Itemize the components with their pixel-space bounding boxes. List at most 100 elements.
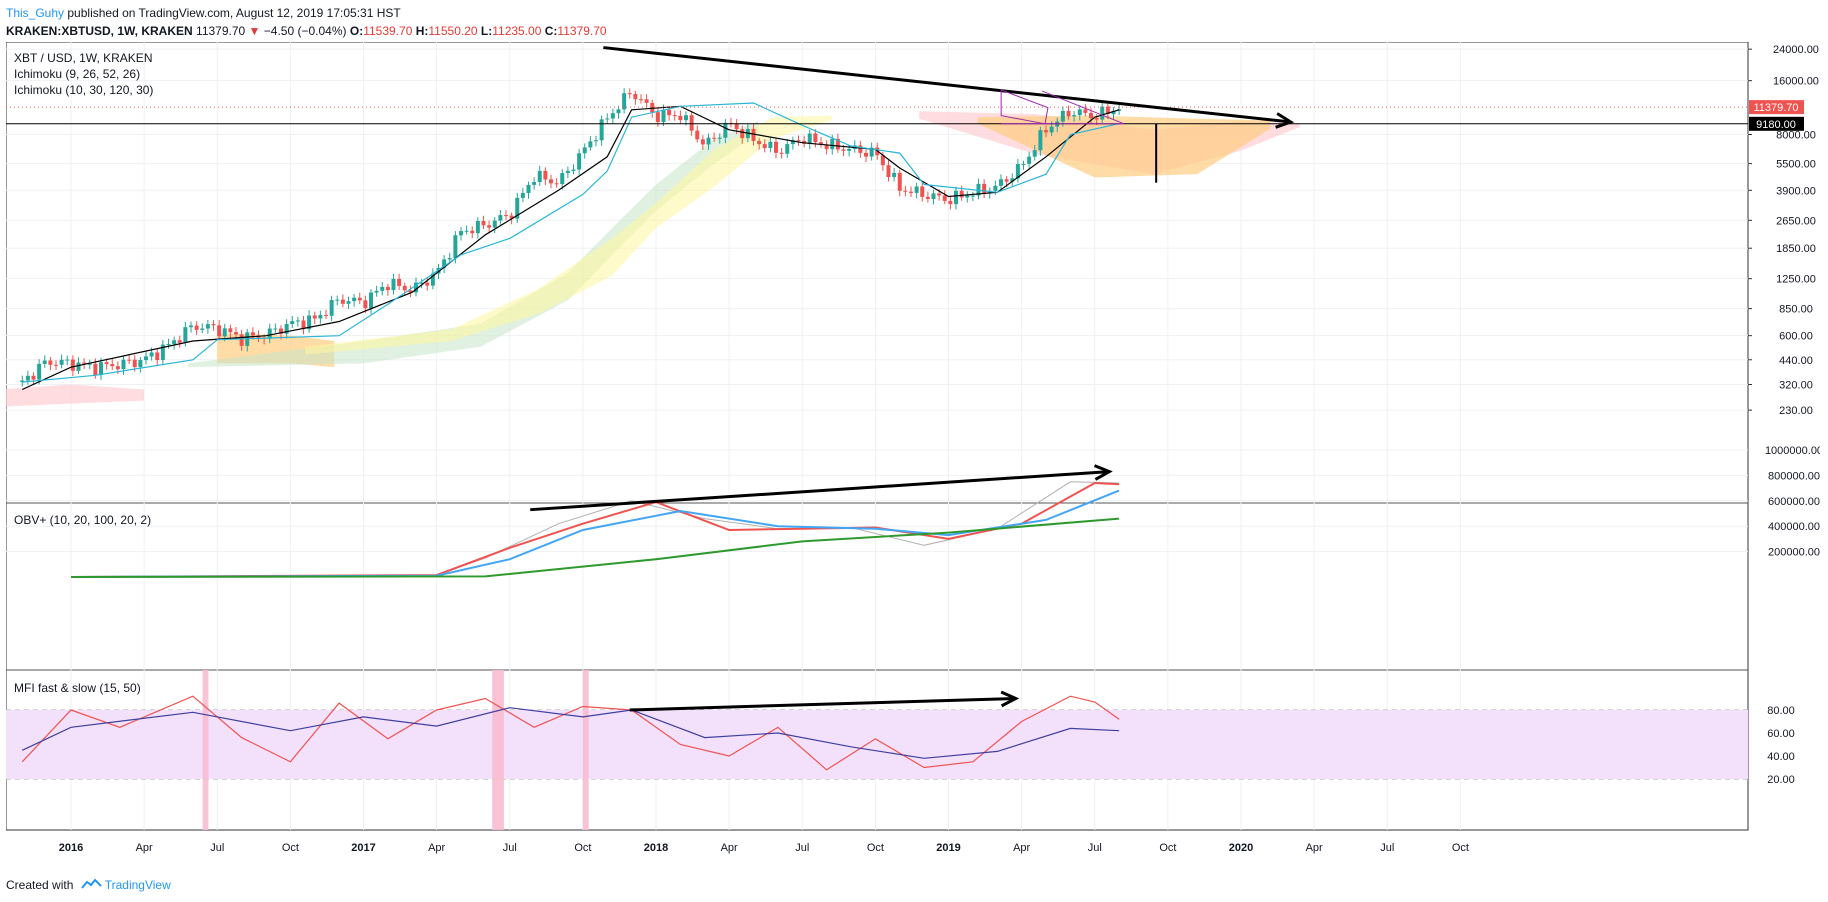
y-tick-label: 850.00 [1779, 304, 1813, 316]
chart-area[interactable]: 11379.70 9180.00 2016 Apr Jul Oct 2017 Apr Jul O… [0, 41, 1823, 877]
publish-info: published on TradingView.com, August 12,… [67, 6, 401, 20]
candle-body [582, 147, 587, 154]
candle-body [132, 359, 137, 368]
candle-body [560, 173, 565, 185]
candle-body [104, 362, 109, 365]
candle-body [25, 375, 30, 381]
candle-body [127, 359, 132, 361]
candle-body [695, 130, 700, 140]
candle-body [982, 183, 987, 194]
candle-body [970, 195, 975, 197]
candle-body [594, 140, 598, 142]
candle-body [357, 297, 362, 301]
candle-body [498, 215, 503, 221]
x-tick-label: Oct [1159, 842, 1176, 854]
x-tick-label: Apr [136, 842, 153, 854]
candle-body [59, 359, 64, 365]
tradingview-logo-icon [80, 878, 102, 889]
candle-body [442, 259, 447, 268]
candle-body [954, 190, 958, 205]
candle-body [414, 282, 418, 293]
x-tick-label: Apr [1013, 842, 1030, 854]
y-tick-label: 400000.00 [1768, 521, 1820, 533]
candle-body [217, 325, 222, 337]
candle-body [768, 141, 773, 149]
mfi-series-1 [21, 707, 1120, 759]
candle-body [1004, 179, 1009, 182]
price-trend-arrow [603, 46, 1291, 124]
y-tick-label: 440.00 [1779, 355, 1813, 367]
y-tick-label: 1250.00 [1776, 274, 1816, 286]
candle-body [835, 138, 840, 150]
ichimoku-clouds [0, 111, 1300, 407]
candle-body [543, 170, 548, 180]
candle-body [31, 375, 36, 380]
candle-body [1044, 130, 1048, 133]
candle-body [914, 186, 919, 193]
candle-body [605, 118, 610, 120]
candle-body [937, 193, 942, 196]
candle-body [999, 179, 1003, 186]
candle-body [774, 141, 778, 153]
ichimoku-2-label: Ichimoku (10, 30, 120, 30) [14, 83, 153, 97]
candle-body [616, 109, 621, 114]
candle-body [76, 362, 81, 371]
x-tick-label: Apr [1306, 842, 1323, 854]
y-tick-label: 600.00 [1779, 331, 1813, 343]
candle-body [115, 366, 120, 370]
candle-body [318, 314, 323, 319]
candle-body [228, 328, 233, 333]
candle-body [627, 93, 632, 95]
candle-body [397, 278, 402, 286]
candle-body [537, 170, 542, 182]
symbol-label: KRAKEN:XBTUSD, 1W, KRAKEN [6, 24, 193, 38]
candle-body [267, 328, 272, 339]
candle-body [790, 140, 795, 145]
candle-body [751, 128, 756, 141]
candle-body [492, 220, 497, 228]
x-tick-label: 2019 [936, 842, 960, 854]
candle-body [1105, 106, 1110, 115]
candle-body [1072, 115, 1077, 117]
candle-body [723, 122, 728, 138]
mfi-trend-arrow [629, 697, 1016, 712]
low-value: 11235.00 [492, 24, 542, 38]
obv-trend-arrow-head [1093, 464, 1113, 481]
candle-body [335, 299, 340, 301]
candle-body [785, 144, 790, 154]
obv-trend-arrow [530, 470, 1110, 512]
candle-body [909, 191, 913, 193]
mfi-signal-band [582, 670, 589, 830]
candle-body [847, 148, 852, 151]
candle-body [194, 325, 199, 330]
candle-body [920, 186, 925, 197]
y-tick-label: 2650.00 [1776, 215, 1816, 227]
quote-line: KRAKEN:XBTUSD, 1W, KRAKEN 11379.70 ▼ −4.… [6, 22, 607, 40]
pane-labels: XBT / USD, 1W, KRAKEN Ichimoku (9, 26, 5… [14, 51, 153, 695]
y-tick-label: 1000000.00 [1765, 445, 1820, 457]
candle-body [160, 344, 165, 361]
candle-body [706, 137, 711, 145]
obv-pane-title: OBV+ (10, 20, 100, 20, 2) [14, 513, 151, 527]
chart-svg[interactable]: 11379.70 9180.00 2016 Apr Jul Oct 2017 Apr Jul O… [0, 41, 1823, 872]
x-tick-label: Oct [1452, 842, 1469, 854]
candle-body [622, 93, 627, 110]
candle-body [1089, 112, 1093, 119]
price-pane-title: XBT / USD, 1W, KRAKEN [14, 51, 152, 65]
candle-body [138, 360, 143, 368]
obv-series-3 [70, 517, 1120, 578]
axes: 2016 Apr Jul Oct 2017 Apr Jul Oct 2018 Apr Jul Oct 2… [59, 44, 1823, 854]
candle-body [740, 129, 745, 139]
candle-body [526, 184, 531, 193]
y-tick-label: 60.00 [1767, 728, 1795, 740]
cloud-bear [0, 384, 145, 407]
candle-body [369, 292, 373, 309]
mfi-signal-band [492, 670, 504, 830]
obv-series-2 [70, 489, 1120, 578]
candle-body [942, 195, 947, 201]
tradingview-link[interactable]: TradingView [104, 878, 171, 892]
price-change: −4.50 (−0.04%) [263, 24, 347, 38]
open-label: O: [349, 24, 364, 38]
candle-body [273, 328, 278, 330]
author-link[interactable]: This_Guhy [6, 6, 65, 20]
